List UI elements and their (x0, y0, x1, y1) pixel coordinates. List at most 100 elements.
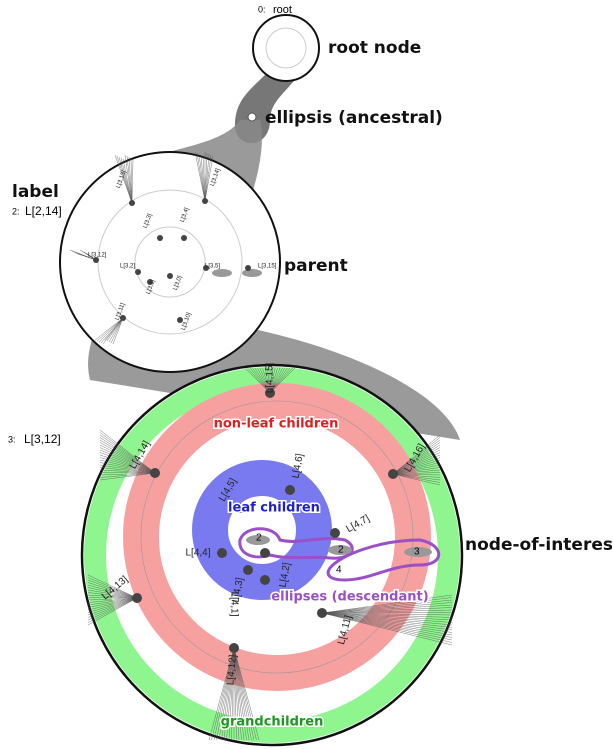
fan-line (269, 367, 293, 394)
fan-line (392, 447, 441, 475)
fan-line (321, 609, 453, 614)
fan-line (87, 592, 138, 599)
fan-line (392, 444, 441, 475)
fan-line (204, 154, 212, 202)
fan-line (204, 155, 214, 202)
fan-line (108, 317, 124, 343)
fan-line (321, 612, 453, 631)
fan-line (87, 597, 138, 618)
ellipsis-count: 2 (338, 545, 344, 556)
parent-ellipsis (212, 269, 232, 277)
parent-child-node (135, 269, 141, 275)
noi-child-label: L[4,3] (231, 577, 246, 604)
fan-line (321, 612, 453, 638)
fan-line (99, 472, 156, 476)
parent-ring (134, 226, 206, 298)
fan-line (233, 647, 242, 741)
fan-line (392, 439, 441, 475)
fan-line (226, 647, 235, 741)
noi-child-node (150, 468, 160, 478)
fan-line (87, 584, 138, 599)
fan-line (87, 582, 138, 599)
fan-line (321, 612, 453, 628)
fan-line (244, 367, 271, 394)
fan-line (321, 612, 453, 626)
fan-line (110, 317, 124, 344)
parent-child-label: L[3,2] (120, 264, 135, 270)
fan-line (392, 457, 441, 475)
fan-line (99, 472, 156, 474)
parent-label: L[2,14] (25, 204, 62, 218)
fan-line (269, 367, 296, 394)
descendant-ellipsis (404, 547, 432, 557)
fan-line (87, 597, 138, 611)
fan-line (87, 597, 138, 623)
parent-child-node (167, 273, 173, 279)
parent-child-node (203, 265, 209, 271)
parent-child-node (147, 279, 153, 285)
fan-line (106, 317, 124, 342)
fan-line (122, 158, 133, 204)
fan-line (99, 439, 156, 474)
root-ring (265, 27, 307, 69)
ellipsis-dot (247, 112, 257, 122)
fan-line (77, 253, 97, 261)
fan-line (392, 473, 441, 486)
noi-child-node (317, 608, 327, 618)
fan-line (321, 612, 453, 646)
fan-line (392, 442, 441, 475)
noi-child-node (217, 548, 227, 558)
annotation: ellipses (descendant) (271, 590, 428, 605)
parent-child-label: L[3,0] (173, 275, 184, 291)
parent-child-node (202, 198, 208, 204)
noi-child-node (330, 528, 340, 538)
fan-line (87, 597, 138, 603)
fan-line (392, 473, 441, 478)
descendant-ellipsis (246, 535, 270, 545)
fan-line (204, 153, 210, 202)
fan-line (99, 432, 156, 474)
parent-child-node (129, 200, 135, 206)
fan-line (213, 647, 235, 741)
fan-line (131, 158, 134, 204)
parent-child-node (93, 257, 99, 263)
noi-child-node (260, 548, 270, 558)
noi-child-label: L[4,15] (265, 362, 276, 393)
fan-line (392, 452, 441, 475)
fan-line (130, 157, 133, 204)
fan-line (87, 597, 138, 599)
fan-line (112, 317, 124, 345)
fan-line (233, 647, 250, 741)
noi-child-node (229, 643, 239, 653)
noi-child-label: L[4,4] (185, 548, 210, 559)
parent-circle (59, 151, 281, 373)
descendant-ellipsis-outline (326, 538, 441, 582)
fan-line (96, 317, 124, 342)
fan-line (200, 154, 206, 202)
parent-child-label: L[3,15] (258, 264, 277, 270)
fan-line (99, 462, 156, 474)
fan-line (99, 472, 156, 478)
annotation: label (12, 182, 59, 202)
noi-child-label: L[4,1] (228, 591, 239, 616)
fan-line (99, 469, 156, 474)
fan-line (118, 156, 133, 204)
fan-line (269, 367, 288, 394)
ellipsis-count: 2 (256, 533, 262, 544)
fan-line (392, 473, 441, 476)
fan-line (99, 457, 156, 474)
noi-child-node (243, 565, 253, 575)
annotation: parent (284, 256, 348, 276)
fan-line (211, 647, 235, 741)
parent-child-label: L[3,11] (115, 302, 127, 321)
ellipsis-count: 3 (414, 547, 420, 558)
fan-line (392, 473, 441, 483)
fan-line (87, 579, 138, 599)
fan-line (321, 612, 453, 614)
fan-line (223, 647, 235, 741)
fan-line (249, 367, 271, 394)
fan-line (99, 429, 156, 474)
fan-line (392, 434, 441, 475)
root-index: 0: (258, 4, 266, 14)
fan-line (114, 154, 133, 204)
